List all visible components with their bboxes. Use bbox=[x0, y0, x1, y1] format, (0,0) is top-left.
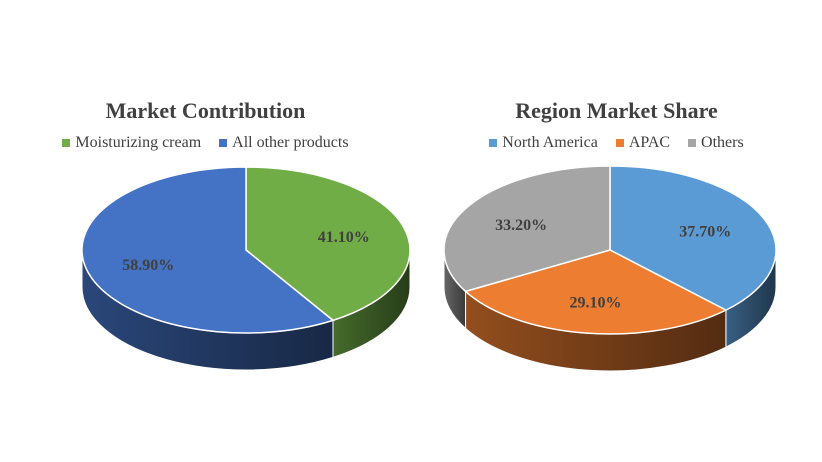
legend-swatch bbox=[615, 139, 624, 147]
legend-swatch bbox=[688, 139, 697, 147]
legend-label: Others bbox=[701, 134, 744, 151]
pie-slice-moisturizing-cream bbox=[245, 166, 411, 322]
region-market-share-chart: Region Market Share North America APAC O… bbox=[411, 0, 822, 462]
legend-swatch bbox=[489, 139, 498, 147]
chart-legend: Moisturizing cream All other products bbox=[0, 134, 411, 152]
pie-slice-others bbox=[443, 165, 611, 293]
legend-swatch bbox=[219, 139, 228, 147]
data-label-moisturizing-cream: 41.10% bbox=[318, 229, 370, 246]
pie-chart-svg: 41.10% 58.90% bbox=[81, 166, 411, 371]
legend-swatch bbox=[62, 139, 71, 147]
legend-label: North America bbox=[502, 134, 598, 151]
market-contribution-chart: Market Contribution Moisturizing cream A… bbox=[0, 98, 411, 371]
chart-legend: North America APAC Others bbox=[411, 134, 822, 152]
legend-item-apac: APAC bbox=[615, 134, 671, 152]
pie-slice-north-america bbox=[609, 165, 777, 311]
legend-item-north-america: North America bbox=[489, 134, 598, 152]
legend-label: APAC bbox=[628, 134, 671, 151]
data-label-all-other-products: 58.90% bbox=[122, 257, 174, 274]
chart-title: Region Market Share bbox=[515, 98, 718, 123]
legend-item-others: Others bbox=[688, 134, 744, 152]
legend-item-all-other-products: All other products bbox=[219, 134, 349, 152]
legend-label: Moisturizing cream bbox=[75, 134, 202, 151]
legend-label: All other products bbox=[232, 134, 349, 151]
data-label-apac: 29.10% bbox=[570, 295, 622, 312]
chart-title: Market Contribution bbox=[105, 98, 306, 123]
data-label-others: 33.20% bbox=[495, 217, 547, 234]
pie-slice-all-other-products bbox=[81, 166, 335, 334]
data-label-north-america: 37.70% bbox=[679, 223, 731, 240]
legend-item-moisturizing-cream: Moisturizing cream bbox=[62, 134, 201, 152]
pie-chart-svg: 37.70% 29.10% 33.20% bbox=[443, 165, 777, 372]
pie-slice-apac bbox=[464, 249, 728, 335]
